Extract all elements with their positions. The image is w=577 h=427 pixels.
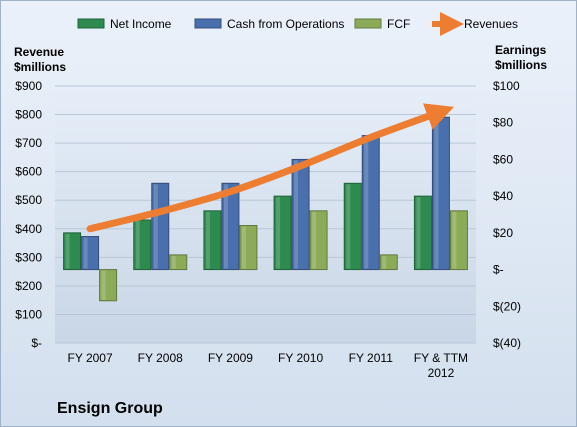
bar-highlight — [382, 255, 387, 269]
right-tick-label: $- — [493, 263, 504, 277]
bar-highlight — [171, 255, 176, 269]
legend-swatch — [194, 18, 222, 29]
legend-label: Net Income — [110, 17, 172, 31]
bar-net-income — [203, 210, 222, 271]
bar-highlight — [294, 160, 299, 269]
right-tick-label: $100 — [493, 79, 520, 93]
category-label: FY 2007 — [68, 351, 113, 365]
bar-highlight — [135, 221, 140, 269]
category-label: FY 2010 — [278, 351, 323, 365]
bar-highlight — [65, 233, 70, 269]
bar-highlight — [205, 211, 210, 269]
bar-fcf — [239, 225, 258, 271]
bar-cash-from-operations — [221, 182, 240, 271]
bar-fcf — [99, 269, 118, 302]
right-tick-label: $(20) — [493, 299, 521, 313]
bar-highlight — [434, 118, 439, 269]
bar-highlight — [452, 211, 457, 269]
category-label: FY 2008 — [138, 351, 183, 365]
bar-highlight — [312, 211, 317, 269]
left-tick-label: $900 — [15, 79, 42, 93]
bar-highlight — [223, 184, 228, 269]
left-tick-label: $700 — [15, 136, 42, 150]
category-label: FY 2009 — [208, 351, 253, 365]
category-labels: FY 2007 FY 2008 FY 2009 FY 2010 FY 2011 FY & … — [68, 351, 469, 380]
bar-highlight — [416, 197, 421, 269]
bar-net-income — [343, 182, 362, 271]
bar-fcf — [379, 254, 398, 271]
bar-highlight — [153, 184, 158, 269]
bar-fcf — [449, 210, 468, 271]
bar-net-income — [273, 195, 292, 271]
legend-label: Revenues — [464, 17, 518, 31]
category-label: FY & TTM 2012 — [414, 351, 468, 380]
category-label: FY 2011 — [349, 351, 394, 365]
left-tick-label: $200 — [15, 279, 42, 293]
legend-swatch — [354, 18, 382, 29]
bar-fcf — [169, 254, 188, 271]
bar-highlight — [101, 270, 106, 300]
left-tick-label: $500 — [15, 193, 42, 207]
legend-swatch — [77, 18, 105, 29]
bar-cash-from-operations — [291, 158, 310, 271]
right-axis-ticks: $(40) $(20) $- $20 $40 $60 $80 $100 — [493, 79, 521, 350]
revenue-line — [86, 103, 455, 233]
bar-highlight — [364, 136, 369, 269]
bar-net-income — [63, 232, 82, 271]
left-axis-title: Revenue $millions — [14, 45, 66, 74]
left-tick-label: $100 — [15, 307, 42, 321]
plot-area — [55, 86, 476, 343]
right-tick-label: $(40) — [493, 336, 521, 350]
bar-highlight — [346, 184, 351, 269]
left-axis-ticks: $- $100 $200 $300 $400 $500 $600 $700 $800 $900 — [15, 79, 42, 350]
bar-cash-from-operations — [151, 182, 170, 271]
right-tick-label: $60 — [493, 152, 513, 166]
right-tick-label: $80 — [493, 116, 513, 130]
bar-fcf — [309, 210, 328, 271]
gridlines — [55, 85, 476, 344]
right-axis-title: Earnings $millions — [495, 43, 547, 72]
left-tick-label: $400 — [15, 222, 42, 236]
chart-title: Ensign Group — [57, 400, 163, 417]
bar-net-income — [413, 195, 432, 271]
left-tick-label: $- — [31, 336, 42, 350]
legend-label: FCF — [387, 17, 410, 31]
left-tick-label: $300 — [15, 250, 42, 264]
bar-highlight — [276, 197, 281, 269]
bar-net-income — [133, 219, 152, 271]
bar-series — [63, 116, 468, 302]
series-line-revenues — [86, 103, 455, 233]
right-tick-label: $40 — [493, 189, 513, 203]
legend-label: Cash from Operations — [227, 17, 344, 31]
left-tick-label: $800 — [15, 108, 42, 122]
bar-cash-from-operations — [81, 236, 100, 271]
bar-highlight — [241, 226, 246, 269]
right-tick-label: $20 — [493, 226, 513, 240]
legend: Net Income Cash from Operations FCF Revenue… — [77, 12, 518, 36]
left-tick-label: $600 — [15, 165, 42, 179]
bar-highlight — [83, 237, 88, 269]
